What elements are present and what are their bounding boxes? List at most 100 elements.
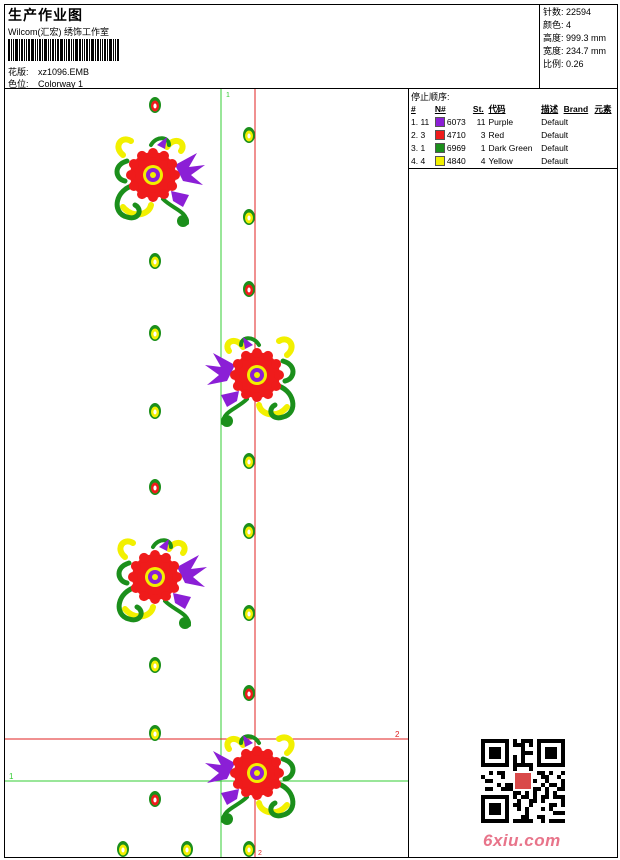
qr-module [513,819,517,823]
red-petal-tip [252,746,262,756]
row-brand: Default [541,142,569,153]
barcode-bar [21,39,23,61]
qr-module [525,763,529,767]
col-header-description: 描述 [541,103,559,114]
seed-motif-highlight [247,529,251,535]
red-petal-tip [150,550,160,560]
qr-module [529,803,533,807]
qr-module [549,803,553,807]
qr-module [521,759,525,763]
green-stem [239,734,261,745]
purple-leaf [221,789,239,805]
col-header-stitch: St. [472,103,484,114]
qr-module [525,815,529,819]
qr-module [513,791,517,795]
flower-motif [205,336,296,427]
row-code: 4840 [434,154,472,167]
red-petal-tip [170,170,180,180]
qr-module [553,783,557,787]
qr-module [553,819,557,823]
red-petal-tip [137,150,147,161]
qr-module [505,783,509,787]
flower-motif [205,734,296,825]
barcode-bar [104,39,106,61]
red-petal-tip [252,392,262,402]
row-brand: Default [541,155,569,166]
stop-sequence-title: 停止顺序: [411,92,450,102]
red-petal-tip [150,594,160,604]
qr-module [513,795,517,799]
qr-module [517,819,521,823]
barcode-bar [73,39,74,61]
purple-leaf [159,539,169,551]
design-label: 花版: [8,67,29,77]
sheet-title: 生产作业图 [8,7,83,23]
qr-module [521,763,525,767]
qr-module [489,779,493,783]
stat-colors: 颜色: 4 [543,20,572,30]
purple-leaf [243,337,253,349]
qr-module [553,803,557,807]
design-preview-canvas[interactable]: 1 2 1 2 [5,89,409,857]
red-petal-tip [128,181,139,191]
row-stitches: 3 [480,129,486,140]
seed-motif-highlight [247,215,251,221]
red-petal-tip [271,381,282,391]
red-petal-tip [232,779,243,789]
seed-motif-highlight [153,485,157,491]
seed-motif-highlight [247,691,251,697]
qr-module [545,779,549,783]
barcode-bar [109,39,112,61]
qr-module [541,783,545,787]
row-code: 4710 [434,128,472,141]
qr-module [561,819,565,823]
barcode-bar [26,39,27,61]
stop-sequence-table: # N# St. 代码 描述 Brand 元素 1. 11 6073 11 Pu… [410,102,616,167]
col-header-index: # [411,103,416,114]
barcode-bar [91,39,94,61]
qr-module [521,795,525,799]
seed-motif-highlight [153,259,157,265]
qr-module [545,775,549,779]
green-stem [114,182,142,221]
row-description: Red [488,129,505,140]
red-petal-tip [241,748,251,759]
flower-center-dot [254,770,260,776]
barcode-bar [13,39,14,61]
red-petal-tip [263,389,273,400]
color-swatch [434,155,445,166]
guide-label-1: 1 [226,92,230,99]
red-petal-tip [232,757,243,767]
qr-module [561,799,565,803]
red-petal-tip [230,370,240,380]
red-petal-tip [271,757,282,767]
red-petal-tip [159,150,169,161]
green-stem [114,158,130,184]
qr-module [541,775,545,779]
green-bud [221,813,233,825]
qr-module [517,763,521,767]
qr-module [509,787,513,791]
red-petal-tip [241,350,251,361]
qr-module [541,795,545,799]
barcode-bar [107,39,108,61]
barcode-bar [64,39,65,61]
red-petal-tip [271,779,282,789]
qr-finder-core [545,747,557,759]
purple-leaf [173,593,191,609]
barcode-bar [35,39,36,61]
qr-module [517,799,521,803]
barcode-bar [117,39,119,61]
red-petal-tip [274,370,284,380]
row-description: Dark Green [488,142,533,153]
red-petal-tip [271,359,282,369]
seed-motif-highlight [153,409,157,415]
seed-motif-highlight [153,663,157,669]
red-petal-tip [232,359,243,369]
barcode-bar [48,39,49,61]
qr-module [481,775,485,779]
qr-module [557,775,561,779]
red-petal-tip [252,348,262,358]
seed-motif-highlight [185,847,189,853]
sheet-header: 生产作业图 Wilcom(汇宏) 绣饰工作室 花版: xz1096.EMB 色位:… [5,5,617,89]
